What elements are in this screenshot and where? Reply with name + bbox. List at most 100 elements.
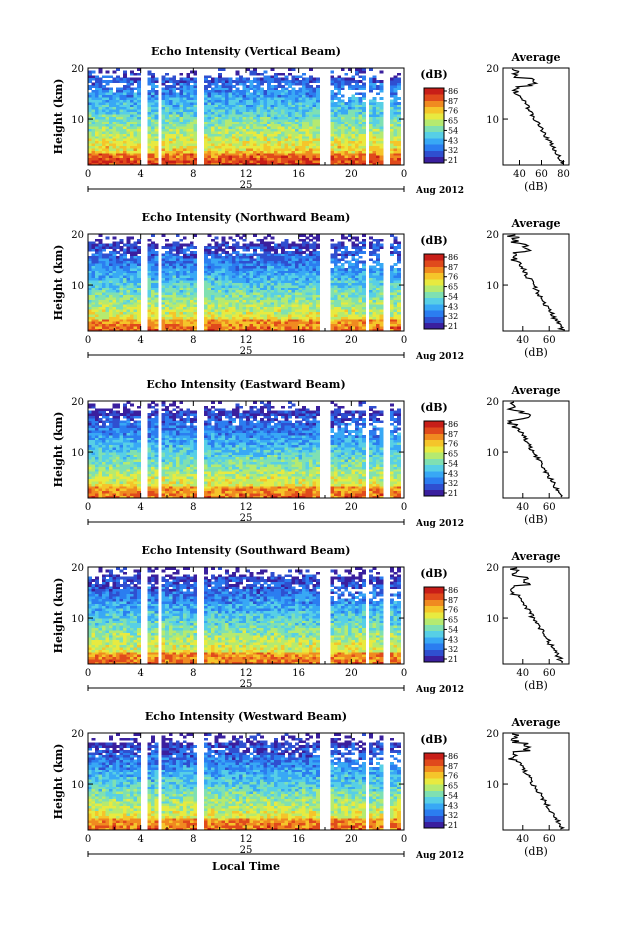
heatmap-cell xyxy=(288,104,293,108)
heatmap-cell xyxy=(154,309,159,312)
heatmap-cell xyxy=(235,97,240,100)
heatmap-cell xyxy=(302,270,307,274)
heatmap-cell xyxy=(228,157,233,161)
heatmap-cell xyxy=(284,109,289,113)
heatmap-cell xyxy=(168,138,173,142)
heatmap-cell xyxy=(168,155,173,159)
profile-y-tick-label: 10 xyxy=(486,115,499,126)
heatmap-cell xyxy=(130,236,135,240)
heatmap-cell xyxy=(130,155,135,159)
heatmap-cell xyxy=(302,106,307,110)
heatmap-cell xyxy=(372,104,377,108)
heatmap-cell xyxy=(288,287,293,291)
heatmap-cell xyxy=(298,121,303,125)
heatmap-cell xyxy=(337,145,342,149)
heatmap-cell xyxy=(340,118,345,122)
heatmap-cell xyxy=(109,260,113,264)
heatmap-cell xyxy=(109,89,113,93)
heatmap-cell xyxy=(168,272,173,276)
heatmap-cell xyxy=(119,109,124,113)
heatmap-cell xyxy=(102,126,106,130)
heatmap-cell xyxy=(133,145,138,149)
heatmap-cell xyxy=(228,138,233,142)
heatmap-cell xyxy=(298,255,303,259)
heatmap-cell xyxy=(193,280,198,283)
heatmap-cell xyxy=(312,140,317,144)
heatmap-cell xyxy=(88,243,92,247)
heatmap-cell xyxy=(305,99,310,103)
heatmap-cell xyxy=(249,289,254,293)
heatmap-cell xyxy=(95,99,99,103)
heatmap-cell xyxy=(210,152,215,156)
heatmap-cell xyxy=(102,280,106,283)
heatmap-cell xyxy=(193,275,198,279)
heatmap-cell xyxy=(102,277,106,281)
heatmap-cell xyxy=(375,155,380,159)
heatmap-cell xyxy=(344,118,349,122)
heatmap-cell xyxy=(105,70,110,74)
heatmap-cell xyxy=(116,263,120,266)
heatmap-cell xyxy=(389,101,394,105)
heatmap-cell xyxy=(354,145,359,149)
heatmap-cell xyxy=(284,263,289,266)
heatmap-cell xyxy=(189,143,194,146)
heatmap-cell xyxy=(102,128,106,132)
heatmap-cell xyxy=(309,157,314,161)
heatmap-cell xyxy=(305,148,310,151)
heatmap-cell xyxy=(109,297,113,300)
heatmap-cell xyxy=(165,123,170,127)
heatmap-cell xyxy=(133,277,138,281)
heatmap-cell xyxy=(263,111,268,115)
heatmap-cell xyxy=(298,99,303,103)
heatmap-cell xyxy=(119,248,124,252)
heatmap-cell xyxy=(309,133,314,137)
heatmap-cell xyxy=(238,160,243,163)
heatmap-cell xyxy=(344,123,349,127)
heatmap-cell xyxy=(186,258,191,262)
heatmap-cell xyxy=(98,70,103,74)
heatmap-cell xyxy=(347,160,352,163)
heatmap-cell xyxy=(123,321,128,325)
heatmap-cell xyxy=(137,321,142,325)
heatmap-cell xyxy=(217,87,222,91)
heatmap-cell xyxy=(165,77,170,81)
heatmap-cell xyxy=(182,323,187,327)
heatmap-cell xyxy=(189,311,194,315)
heatmap-cell xyxy=(102,143,106,146)
heatmap-cell xyxy=(263,292,268,296)
heatmap-cell xyxy=(123,301,128,305)
heatmap-cell xyxy=(217,272,222,276)
heatmap-cell xyxy=(267,162,271,166)
heatmap-cell xyxy=(217,128,222,132)
heatmap-cell xyxy=(298,101,303,105)
heatmap-cell xyxy=(214,118,219,122)
heatmap-cell xyxy=(123,145,128,149)
heatmap-cell xyxy=(151,316,156,320)
heatmap-cell xyxy=(305,135,310,139)
heatmap-cell xyxy=(256,328,261,332)
heatmap-cell xyxy=(354,106,359,110)
heatmap-cell xyxy=(298,106,303,110)
heatmap-cell xyxy=(126,318,131,322)
heatmap-cell xyxy=(221,260,226,264)
heatmap-cell xyxy=(375,118,380,122)
heatmap-cell xyxy=(210,106,215,110)
heatmap-cell xyxy=(102,138,106,142)
heatmap-cell xyxy=(130,92,135,96)
heatmap-cell xyxy=(130,255,135,259)
heatmap-cell xyxy=(316,99,321,103)
heatmap-cell xyxy=(249,294,254,298)
heatmap-cell xyxy=(116,301,120,305)
heatmap-cell xyxy=(210,306,215,310)
heatmap-cell xyxy=(368,157,373,161)
heatmap-cell xyxy=(267,160,271,163)
heatmap-cell xyxy=(151,84,156,88)
heatmap-cell xyxy=(372,128,377,132)
heatmap-cell xyxy=(193,148,198,151)
heatmap-cell xyxy=(126,104,131,108)
heatmap-cell xyxy=(95,328,99,332)
heatmap-cell xyxy=(98,138,103,142)
heatmap-cell xyxy=(137,109,142,113)
heatmap-cell xyxy=(277,109,282,113)
heatmap-cell xyxy=(372,114,377,117)
